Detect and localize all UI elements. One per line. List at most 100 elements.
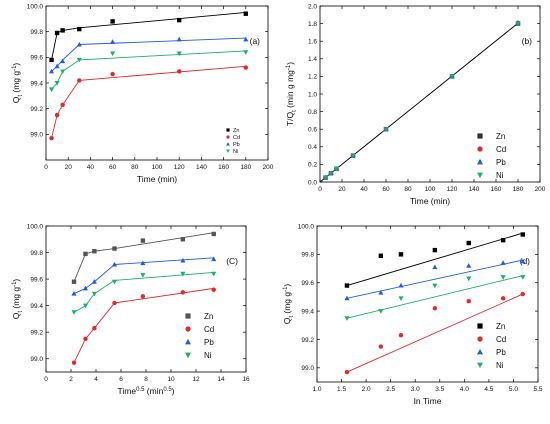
x-tick-label: 20	[65, 164, 73, 171]
legend-label-ni: Ni	[233, 149, 238, 155]
point-pb	[344, 295, 350, 301]
x-tick-label: 100	[425, 186, 436, 193]
x-tick-label: 200	[535, 186, 546, 193]
point-zn	[466, 240, 471, 246]
plot-area	[344, 232, 526, 375]
plot-area	[49, 11, 249, 141]
point-ni	[350, 153, 356, 159]
legend-marker-cd	[226, 135, 230, 139]
point-ni	[111, 279, 118, 285]
x-tick-label: 12	[192, 376, 200, 383]
point-pb	[378, 290, 384, 295]
legend-label-cd: Cd	[496, 335, 506, 344]
point-ni	[82, 303, 89, 309]
legend-label-zn: Zn	[496, 132, 505, 141]
point-cd	[112, 300, 117, 306]
point-cd	[243, 65, 248, 70]
legend: Zn Cd Pb Ni	[185, 312, 214, 360]
point-ni	[432, 283, 438, 289]
y-tick-label: 99.8	[301, 252, 314, 259]
point-zn	[60, 28, 65, 33]
point-zn	[378, 253, 384, 258]
point-cd	[60, 102, 65, 108]
series-zn	[71, 231, 216, 284]
point-ni	[91, 291, 97, 297]
point-zn	[77, 26, 82, 32]
legend: Zn Cd Pb Ni	[477, 322, 506, 370]
legend-label-ni: Ni	[496, 171, 504, 180]
point-pb	[49, 68, 55, 74]
panel-b: 0 20 40 60 80 100 120 140 160 180 200 0.0 0.2 0.4 0.6 0…	[285, 3, 546, 206]
y-axis-label: Qt (mg g-1)	[11, 63, 24, 104]
point-zn	[92, 249, 97, 254]
x-tick-label: 180	[513, 186, 524, 193]
x-tick-label: 14	[217, 376, 225, 383]
point-pb	[466, 263, 472, 268]
legend-label-cd: Cd	[204, 325, 214, 334]
x-tick-label: 80	[131, 164, 139, 171]
legend-label-zn: Zn	[496, 322, 505, 331]
x-tick-label: 4.5	[484, 386, 493, 393]
series-ni	[49, 50, 249, 93]
point-cd	[211, 287, 216, 292]
point-zn	[344, 283, 350, 288]
panel-label: (d)	[520, 256, 531, 266]
x-axis-label: Time (min)	[410, 196, 450, 206]
point-zn	[54, 30, 60, 36]
legend-marker-ni	[185, 352, 191, 359]
legend-marker-pb	[226, 142, 230, 146]
legend-marker-zn	[226, 128, 230, 132]
x-tick-label: 40	[360, 186, 368, 193]
point-cd	[110, 71, 115, 77]
fit-line	[320, 22, 519, 182]
fit-line-pb	[346, 259, 523, 299]
y-tick-label: 99.0	[30, 356, 43, 363]
point-pb	[82, 285, 89, 291]
legend-marker-pb	[185, 338, 191, 345]
point-ni	[243, 50, 249, 55]
point-cd	[77, 78, 82, 83]
point-pb	[180, 257, 186, 263]
point-ni	[378, 309, 384, 314]
x-tick-label: 120	[447, 186, 458, 193]
y-tick-label: 99.4	[301, 308, 314, 315]
point-pb	[500, 260, 506, 265]
x-axis-label: In Time	[414, 396, 442, 406]
x-tick-label: 1.0	[312, 386, 321, 393]
legend-marker-ni	[226, 149, 230, 153]
legend-marker-pb	[477, 348, 483, 355]
point-cd	[378, 344, 384, 349]
x-tick-label: 5.5	[533, 386, 542, 393]
point-ni	[328, 171, 334, 176]
legend-label-pb: Pb	[496, 158, 506, 167]
legend-marker-ni	[477, 362, 483, 369]
point-ni	[466, 276, 472, 282]
y-tick-label: 0.8	[308, 109, 317, 116]
point-pb	[176, 36, 182, 42]
point-ni	[344, 316, 350, 321]
x-axis-label: Time (min)	[137, 174, 177, 184]
y-tick-label: 1.8	[308, 21, 317, 28]
plot-frame	[45, 225, 247, 373]
legend-label-cd: Cd	[496, 145, 506, 154]
legend-label-pb: Pb	[204, 338, 214, 347]
point-ni	[520, 275, 526, 280]
y-tick-label: 99.6	[301, 280, 314, 287]
y-tick-label: 99.6	[30, 276, 43, 283]
series-cd	[49, 65, 248, 141]
y-tick-label: 0.0	[308, 179, 317, 186]
x-tick-label: 60	[109, 164, 117, 171]
series-ni	[71, 271, 217, 315]
point-cd	[520, 291, 525, 297]
x-tick-label: 3.0	[411, 386, 420, 393]
fit-line-zn	[346, 232, 523, 286]
legend-marker-cd	[185, 326, 191, 332]
y-tick-label: 0.4	[308, 144, 317, 151]
y-tick-label: 99.6	[30, 55, 43, 62]
point-zn	[112, 246, 117, 251]
fit-line-ni	[346, 275, 523, 319]
series-zn	[49, 11, 248, 63]
point-zn	[140, 238, 146, 243]
x-tick-label: 140	[469, 186, 480, 193]
y-tick-label: 0.2	[308, 162, 317, 169]
